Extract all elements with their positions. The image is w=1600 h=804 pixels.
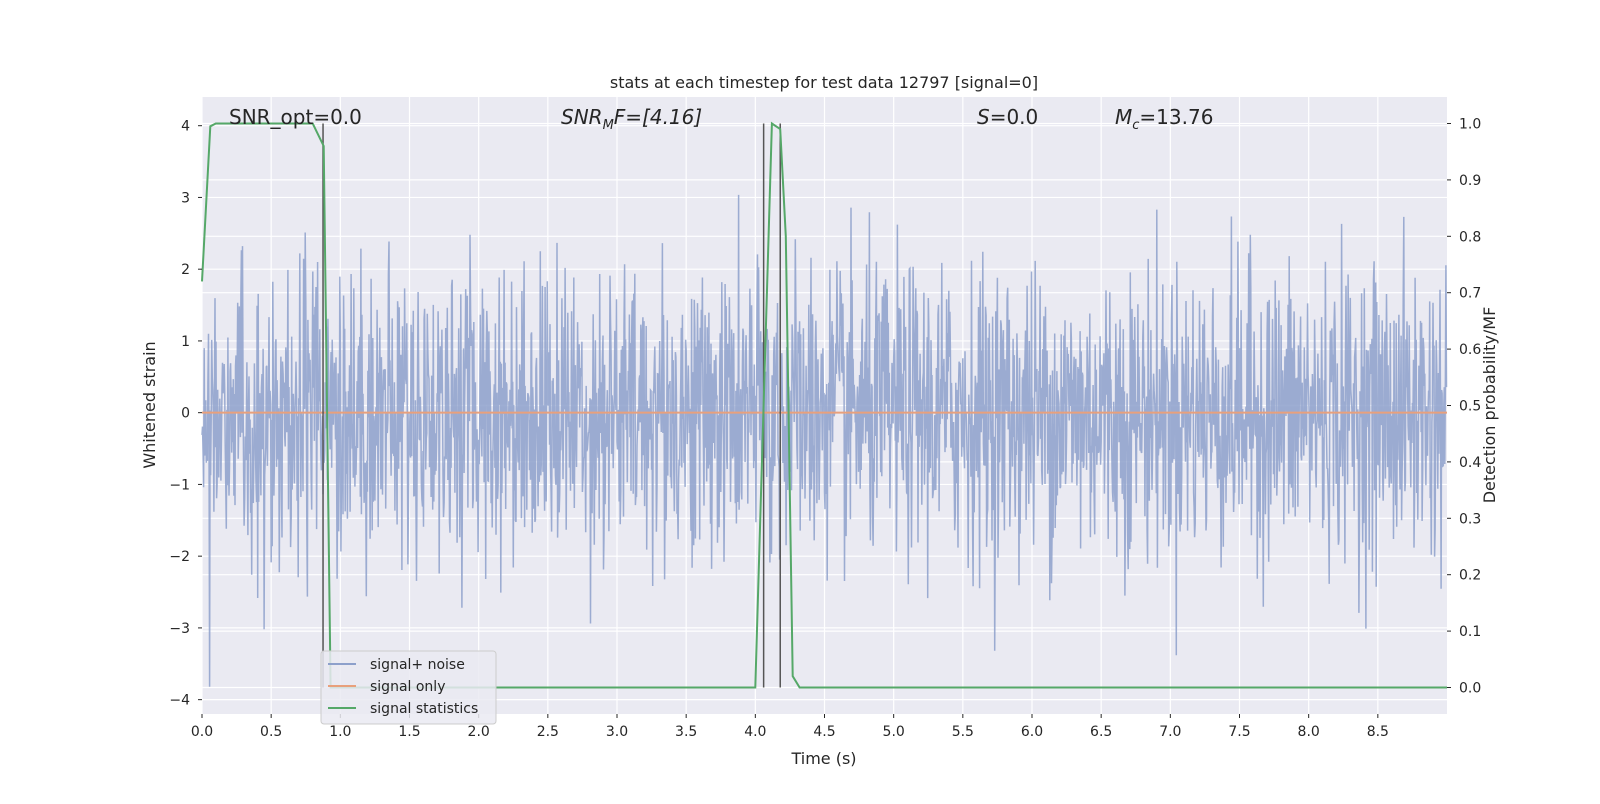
y-tick-label: 0 <box>181 406 190 422</box>
y2-tick-label: 0.0 <box>1459 680 1481 696</box>
y-tick-label: −4 <box>169 693 190 709</box>
y2-tick-label: 0.9 <box>1459 173 1481 189</box>
x-tick-label: 2.5 <box>537 724 559 740</box>
series-signal-statistics <box>201 121 1447 689</box>
x-tick-label: 1.0 <box>329 724 351 740</box>
y2-tick-label: 0.7 <box>1459 286 1481 302</box>
annotation-snr-opt: SNR_opt=0.0 <box>229 105 362 129</box>
x-tick-label: 5.5 <box>952 724 974 740</box>
legend-box <box>320 650 497 725</box>
annotation-mc: Mc=13.76 <box>1115 105 1213 133</box>
x-tick-label: 2.0 <box>468 724 490 740</box>
annotation-mc-prefix: M <box>1115 105 1132 129</box>
x-tick-label: 4.0 <box>744 724 766 740</box>
y2-axis-label: Detection probability/MF <box>1480 307 1499 504</box>
x-tick-label: 3.0 <box>606 724 628 740</box>
x-tick-label: 6.5 <box>1090 724 1112 740</box>
tick-labels: 0.0 0.5 1.0 1.5 2.0 2.5 3.0 3.5 4.0 4.5 5.0 5.5 6.0 6… <box>169 117 1481 740</box>
x-tick-label: 5.0 <box>883 724 905 740</box>
x-tick-label: 7.0 <box>1159 724 1181 740</box>
y-tick-label: 3 <box>181 190 190 206</box>
legend-label-signal-noise: signal+ noise <box>370 657 465 673</box>
x-tick-label: 8.5 <box>1367 724 1389 740</box>
y-tick-label: 2 <box>181 262 190 278</box>
x-tick-label: 8.0 <box>1298 724 1320 740</box>
annotation-snr-mf-sub: M <box>603 118 614 133</box>
x-tick-label: 0.0 <box>191 724 213 740</box>
x-tick-label: 6.0 <box>1021 724 1043 740</box>
x-tick-label: 7.5 <box>1228 724 1250 740</box>
annotation-snr-mf-suffix: F=[4.16] <box>614 105 702 129</box>
y2-tick-label: 0.5 <box>1459 399 1481 415</box>
annotation-mc-sub: c <box>1132 118 1139 133</box>
y2-tick-label: 0.6 <box>1459 342 1481 358</box>
x-tick-label: 3.5 <box>675 724 697 740</box>
y-axis-label: Whitened strain <box>140 341 159 468</box>
annotation-snr-mf-prefix: SNR <box>561 105 603 129</box>
legend: signal+ noise signal only signal statist… <box>320 650 497 725</box>
annotation-snr-mf: SNRMF=[4.16] <box>561 105 702 133</box>
annotation-s: S=0.0 <box>977 105 1038 129</box>
series-signal-noise <box>201 194 1448 687</box>
y2-tick-label: 0.2 <box>1459 568 1481 584</box>
y-tick-label: 4 <box>181 119 190 135</box>
x-tick-label: 0.5 <box>260 724 282 740</box>
x-axis-label: Time (s) <box>790 749 856 768</box>
y2-tick-label: 0.3 <box>1459 511 1481 527</box>
legend-label-signal-only: signal only <box>370 679 445 695</box>
annotation-s-prefix: S <box>977 105 990 129</box>
y2-tick-label: 1.0 <box>1459 117 1481 133</box>
y-tick-label: −3 <box>169 621 190 637</box>
legend-label-signal-statistics: signal statistics <box>370 701 478 717</box>
y-tick-label: −1 <box>169 477 190 493</box>
annotation-s-suffix: =0.0 <box>990 105 1039 129</box>
chart-title: stats at each timestep for test data 127… <box>610 73 1038 92</box>
annotation-mc-suffix: =13.76 <box>1139 105 1213 129</box>
x-tick-label: 1.5 <box>398 724 420 740</box>
signal-statistics-line <box>201 121 1447 689</box>
noise-line <box>201 194 1448 687</box>
y2-tick-label: 0.1 <box>1459 624 1481 640</box>
y-tick-label: 1 <box>181 334 190 350</box>
y-tick-label: −2 <box>169 549 190 565</box>
x-tick-label: 4.5 <box>813 724 835 740</box>
y2-tick-label: 0.4 <box>1459 455 1481 471</box>
y2-tick-label: 0.8 <box>1459 229 1481 245</box>
